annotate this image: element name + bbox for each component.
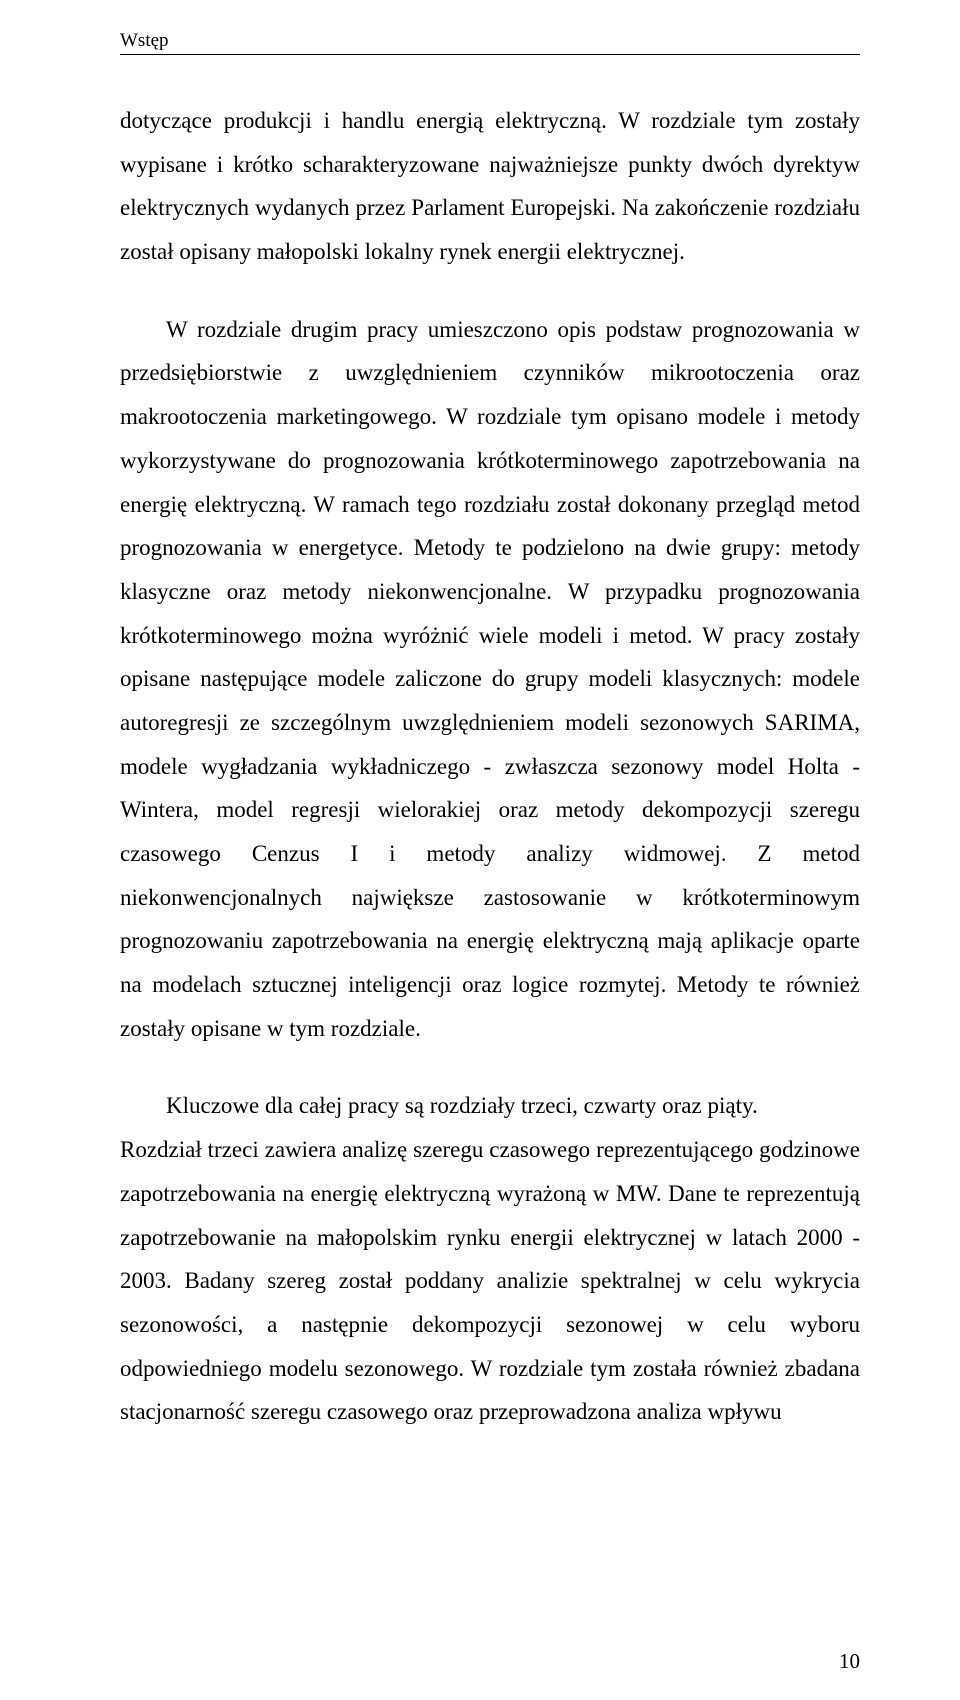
paragraph-3: Kluczowe dla całej pracy są rozdziały tr…: [120, 1084, 860, 1128]
paragraph-2: W rozdziale drugim pracy umieszczono opi…: [120, 308, 860, 1051]
paragraph-1: dotyczące produkcji i handlu energią ele…: [120, 99, 860, 274]
page: Wstęp dotyczące produkcji i handlu energ…: [0, 0, 960, 1700]
body-text: dotyczące produkcji i handlu energią ele…: [120, 99, 860, 1434]
running-head: Wstęp: [120, 30, 860, 55]
paragraph-4: Rozdział trzeci zawiera analizę szeregu …: [120, 1128, 860, 1434]
page-number: 10: [839, 1649, 860, 1674]
